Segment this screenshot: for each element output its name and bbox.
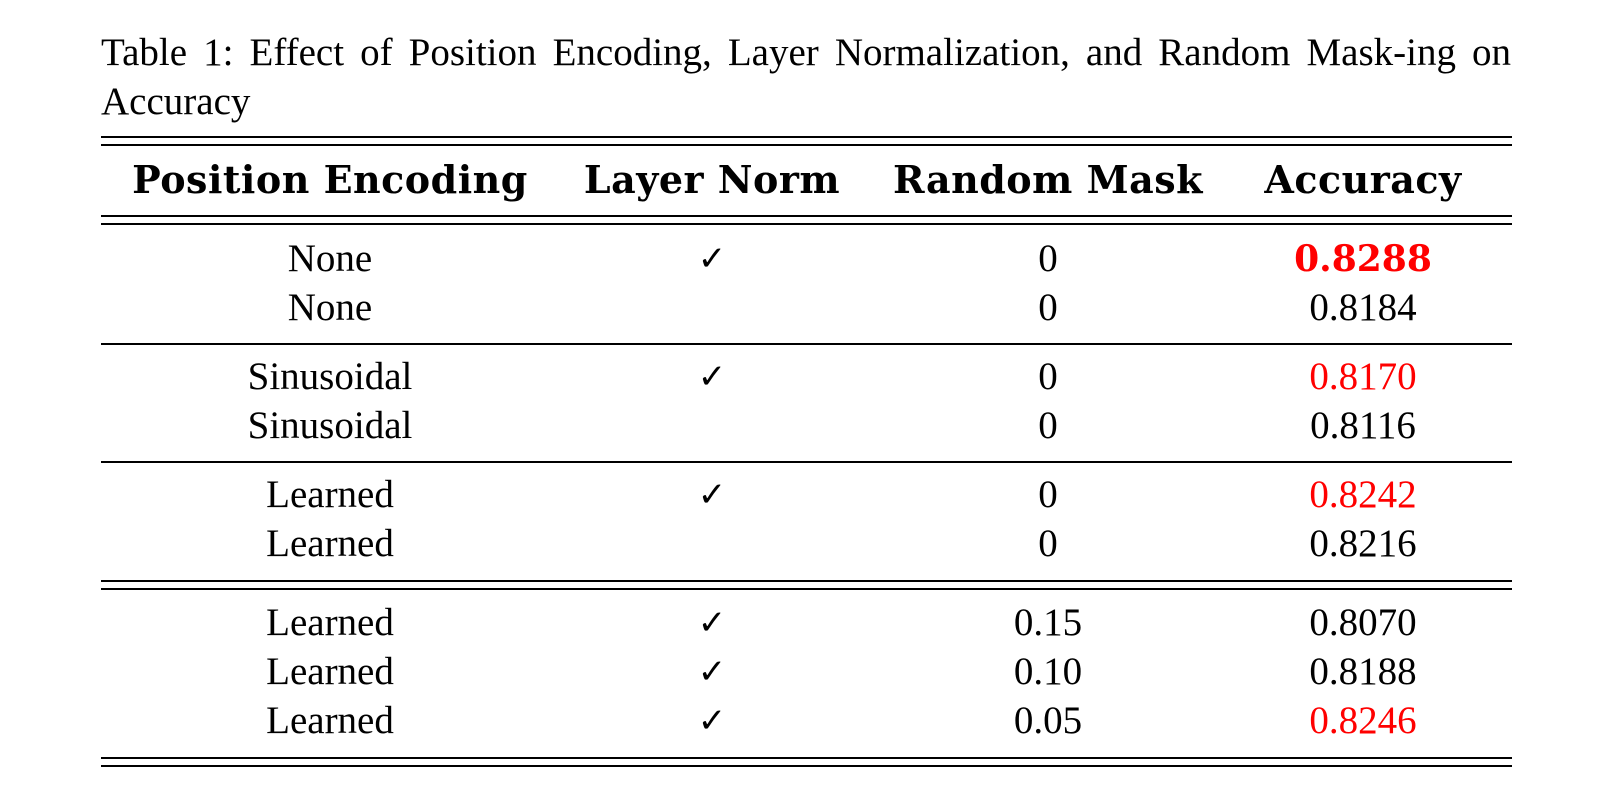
section-rule [101,580,1512,582]
table-cell-random-mask: 0 [1038,237,1058,280]
table-cell-position-encoding: Sinusoidal [247,355,413,398]
table-cell-accuracy: 0.8216 [1309,522,1417,565]
table-cell-position-encoding: Learned [266,699,394,742]
check-icon: ✓ [697,475,727,515]
bottom-rule [101,757,1512,759]
table-cell-random-mask: 0.15 [1013,601,1083,644]
table-caption: Table 1: Effect of Position Encoding, La… [101,31,1511,123]
table-cell-accuracy-highlight: 0.8170 [1309,355,1417,398]
header-rule [101,223,1512,225]
table-cell-random-mask: 0 [1038,404,1058,447]
table-cell-random-mask: 0.10 [1013,650,1083,693]
section-rule [101,588,1512,590]
table-cell-accuracy: 0.8184 [1309,286,1417,329]
table-cell-position-encoding: Learned [266,473,394,516]
check-icon: ✓ [697,603,727,643]
table-cell-accuracy-best: 0.8288 [1294,238,1432,280]
check-icon: ✓ [697,357,727,397]
check-icon: ✓ [697,239,727,279]
bottom-rule [101,765,1512,767]
table-cell-position-encoding: Learned [266,522,394,565]
top-rule [101,136,1512,138]
table-cell-random-mask: 0 [1038,286,1058,329]
table-cell-random-mask: 0 [1038,522,1058,565]
table-cell-position-encoding: Learned [266,650,394,693]
table-cell-accuracy: 0.8188 [1309,650,1417,693]
table-cell-accuracy-highlight: 0.8246 [1309,699,1417,742]
header-rule [101,215,1512,217]
header-random-mask: Random Mask [893,157,1203,202]
table-cell-accuracy: 0.8070 [1309,601,1417,644]
top-rule [101,144,1512,146]
check-icon: ✓ [697,701,727,741]
table-cell-position-encoding: Sinusoidal [247,404,413,447]
table-cell-position-encoding: None [287,237,373,280]
header-layer-norm: Layer Norm [583,157,841,202]
table-cell-random-mask: 0 [1038,473,1058,516]
group-rule [101,343,1512,345]
group-rule [101,461,1512,463]
header-position-encoding: Position Encoding [132,157,528,202]
table-cell-random-mask: 0 [1038,355,1058,398]
table-cell-accuracy-highlight: 0.8242 [1309,473,1417,516]
table-cell-position-encoding: None [287,286,373,329]
check-icon: ✓ [697,652,727,692]
table-cell-random-mask: 0.05 [1013,699,1083,742]
table-cell-position-encoding: Learned [266,601,394,644]
header-accuracy: Accuracy [1264,157,1462,202]
table-cell-accuracy: 0.8116 [1310,404,1416,447]
